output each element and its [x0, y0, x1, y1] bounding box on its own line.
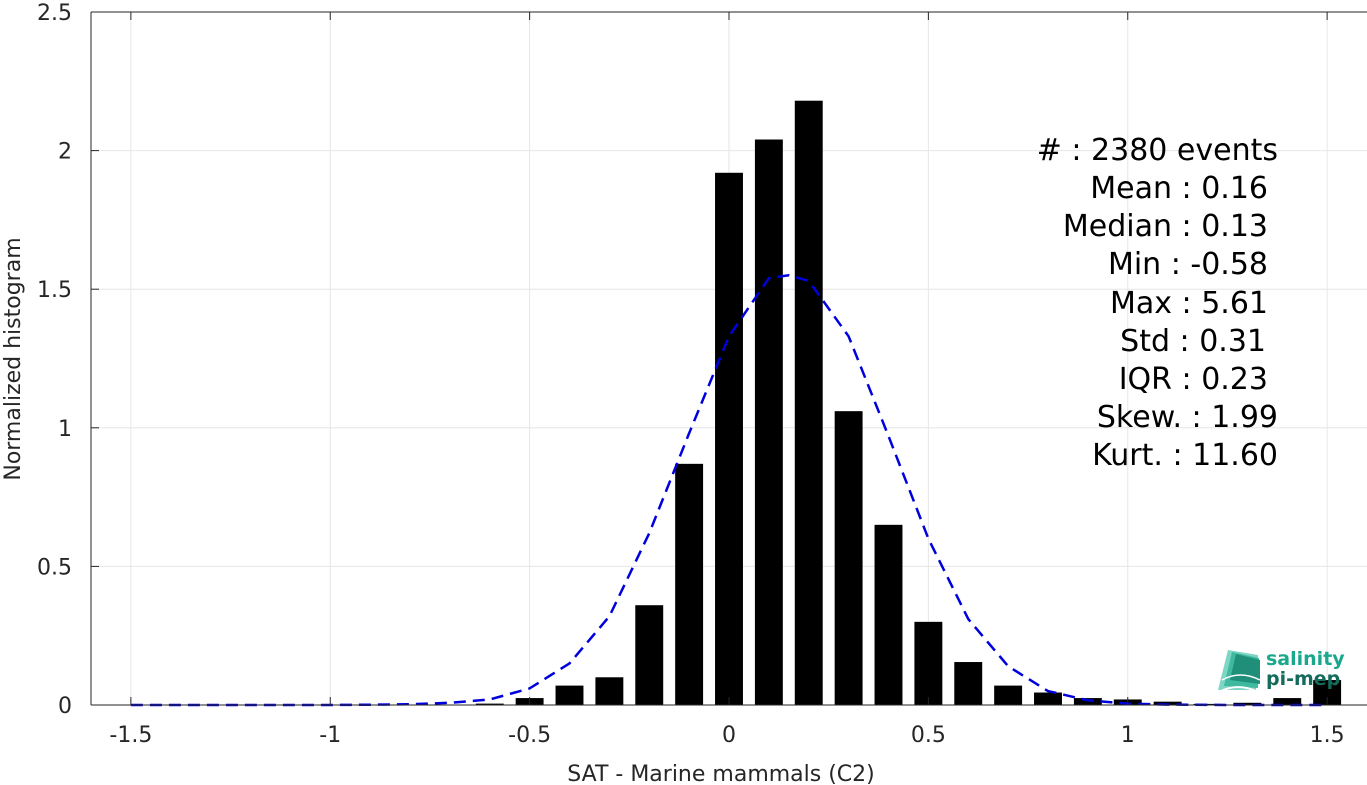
stats-line: Min : -0.58: [1108, 247, 1268, 282]
y-tick-label: 1.5: [37, 278, 72, 303]
stats-line: # : 2380 events: [1037, 133, 1278, 168]
y-axis-label: Normalized histogram: [1, 237, 26, 480]
histogram-bar: [675, 463, 704, 705]
logo-wave-icon: [1218, 650, 1261, 693]
histogram-bar: [994, 685, 1023, 705]
histogram-bar: [595, 677, 624, 705]
histogram-bar: [754, 139, 783, 706]
x-tick-label: 0: [722, 723, 736, 748]
x-tick-label: -1.5: [109, 723, 152, 748]
histogram-bar: [1034, 692, 1062, 705]
x-tick-label: 0.5: [911, 723, 946, 748]
y-tick-label: 2: [58, 140, 72, 165]
tick-labels: -1.5 -1 -0.5 0 0.5 1 1.5 0 0.5 1 1.5 2 2.5: [37, 1, 1345, 748]
histogram-bar: [1153, 701, 1182, 705]
histogram-bar: [794, 100, 823, 706]
y-tick-label: 0.5: [37, 555, 72, 580]
salinity-pi-mep-logo: salinity pi-mep: [1218, 648, 1345, 693]
histogram-bar: [914, 621, 943, 705]
y-tick-label: 2.5: [37, 1, 72, 26]
histogram-bar: [555, 685, 584, 705]
y-tick-label: 1: [58, 417, 72, 442]
fit-curve-group: [130, 274, 1328, 707]
histogram-bar: [635, 605, 664, 705]
stats-line: Std : 0.31: [1120, 324, 1266, 359]
histogram-bar: [475, 703, 504, 705]
histogram-bar: [874, 524, 903, 705]
x-tick-label: -1: [319, 723, 341, 748]
x-tick-label: 1.5: [1310, 723, 1345, 748]
stats-line: Median : 0.13: [1063, 209, 1268, 244]
stats-line: Kurt. : 11.60: [1092, 438, 1278, 473]
bars: [475, 100, 1342, 706]
logo-line2: pi-mep: [1266, 668, 1340, 690]
histogram-bar: [1233, 702, 1262, 705]
logo-line1: salinity: [1266, 648, 1345, 670]
axes: [90, 11, 1367, 706]
y-tick-label: 0: [58, 694, 72, 719]
stats-line: Skew. : 1.99: [1097, 400, 1278, 435]
histogram-bar: [954, 662, 983, 705]
x-axis-label: SAT - Marine mammals (C2): [567, 762, 875, 785]
histogram-bar: [834, 411, 863, 705]
x-tick-label: -0.5: [508, 723, 551, 748]
fit-curve: [130, 274, 1328, 707]
histogram-bar: [1193, 703, 1222, 705]
histogram-bar: [715, 172, 743, 705]
histogram-bar: [1273, 698, 1302, 705]
stats-line: Mean : 0.16: [1090, 171, 1268, 206]
stats-line: IQR : 0.23: [1119, 362, 1268, 397]
x-tick-label: 1: [1121, 723, 1135, 748]
stats-line: Max : 5.61: [1110, 286, 1268, 321]
